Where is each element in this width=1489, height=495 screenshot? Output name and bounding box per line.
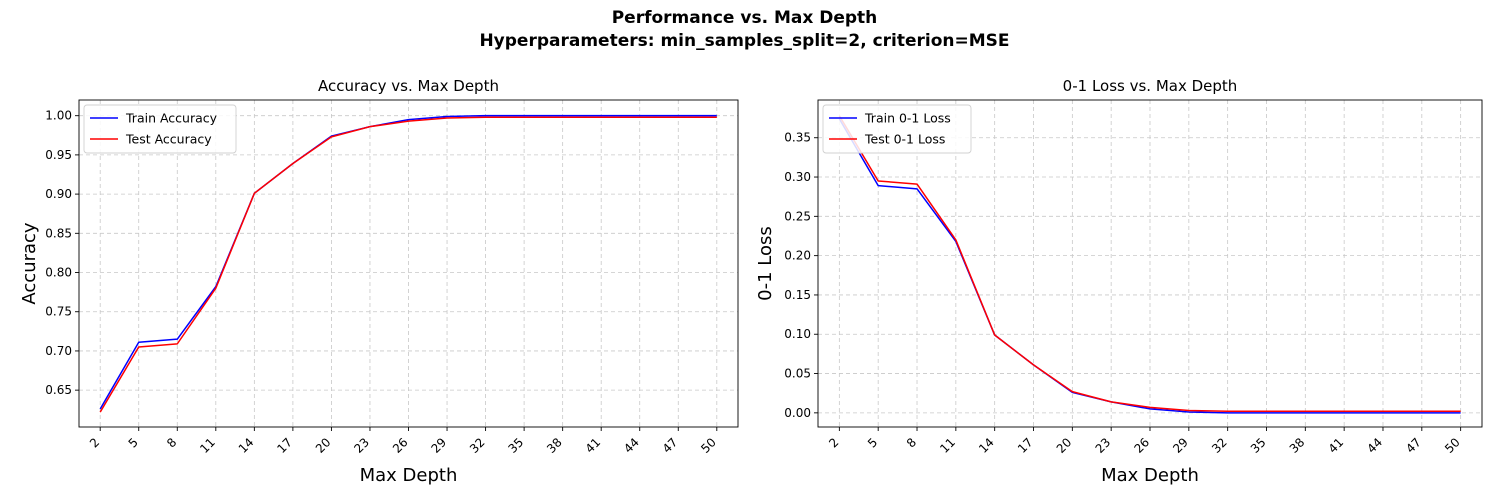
x-tick-label: 2 [87,435,102,450]
x-tick-label: 35 [1248,435,1269,456]
y-tick-label: 0.85 [45,226,72,240]
legend-label: Test 0-1 Loss [864,132,945,147]
x-tick-label: 14 [976,435,997,456]
x-tick-label: 8 [904,435,919,450]
y-tick-label: 0.00 [784,406,811,420]
chart-panel-2: 2 5 8 11 14 17 20 23 26 29 32 35 38 41 44 47 50 0.00 0.05 0… [755,77,1483,486]
x-tick-label: 47 [660,435,681,456]
x-tick-label: 5 [126,435,141,450]
x-tick-label: 38 [1287,435,1308,456]
x-tick-label: 41 [583,435,604,456]
legend-label: Train 0-1 Loss [864,111,951,126]
series-line-train [838,118,1461,414]
x-tick-label: 44 [621,435,642,456]
x-tick-label: 20 [1054,435,1075,456]
x-tick-label: 38 [544,435,565,456]
y-tick-label: 0.80 [45,266,72,280]
y-tick-label: 0.75 [45,305,72,319]
x-tick-label: 23 [351,435,372,456]
chart-title: Accuracy vs. Max Depth [318,77,499,95]
y-tick-label: 0.35 [784,131,811,145]
legend: Train 0-1 Loss Test 0-1 Loss [822,104,972,154]
x-tick-label: 8 [164,435,179,450]
y-axis-label: 0-1 Loss [755,226,776,301]
x-tick-label: 5 [865,435,880,450]
y-tick-label: 0.20 [784,249,811,263]
y-tick-label: 0.90 [45,187,72,201]
x-tick-label: 17 [274,435,295,456]
chart-panel-1: 2 5 8 11 14 17 20 23 26 29 32 35 38 41 44 47 50 0.65 0.70 0… [19,77,739,486]
x-tick-label: 44 [1364,435,1385,456]
x-tick-label: 32 [467,435,488,456]
legend: Train Accuracy Test Accuracy [83,104,237,154]
x-tick-label: 35 [506,435,527,456]
legend-box [83,104,237,154]
legend-label: Test Accuracy [125,132,212,147]
x-tick-label: 20 [313,435,334,456]
series-line-test [99,116,717,413]
legend-label: Train Accuracy [125,111,218,126]
x-tick-label: 14 [236,435,257,456]
x-axis-label: Max Depth [1101,465,1199,486]
x-tick-label: 47 [1403,435,1424,456]
y-tick-label: 0.15 [784,288,811,302]
y-axis-label: Accuracy [19,222,40,305]
x-tick-label: 26 [1131,435,1152,456]
x-tick-label: 29 [1170,435,1191,456]
x-tick-label: 11 [937,435,958,456]
x-tick-label: 26 [390,435,411,456]
series-line-train [99,114,717,410]
x-tick-label: 50 [1442,435,1463,456]
x-tick-label: 50 [698,435,719,456]
y-tick-label: 0.70 [45,344,72,358]
legend-box [822,104,972,154]
x-axis-label: Max Depth [360,465,458,486]
y-tick-label: 1.00 [45,109,72,123]
y-tick-label: 0.65 [45,383,72,397]
figure-suptitle: Performance vs. Max Depth [611,8,878,28]
y-tick-label: 0.05 [784,367,811,381]
y-tick-label: 0.95 [45,148,72,162]
x-tick-label: 32 [1209,435,1230,456]
y-tick-label: 0.25 [784,209,811,223]
x-tick-label: 2 [826,435,841,450]
x-tick-label: 23 [1093,435,1114,456]
y-tick-label: 0.10 [784,327,811,341]
x-tick-label: 41 [1326,435,1347,456]
series-line-test [838,115,1461,413]
figure-subtitle: Hyperparameters: min_samples_split=2, cr… [479,31,1010,51]
chart-title: 0-1 Loss vs. Max Depth [1063,77,1238,95]
x-tick-label: 11 [197,435,218,456]
x-tick-label: 29 [428,435,449,456]
x-tick-label: 17 [1015,435,1036,456]
y-tick-label: 0.30 [784,170,811,184]
